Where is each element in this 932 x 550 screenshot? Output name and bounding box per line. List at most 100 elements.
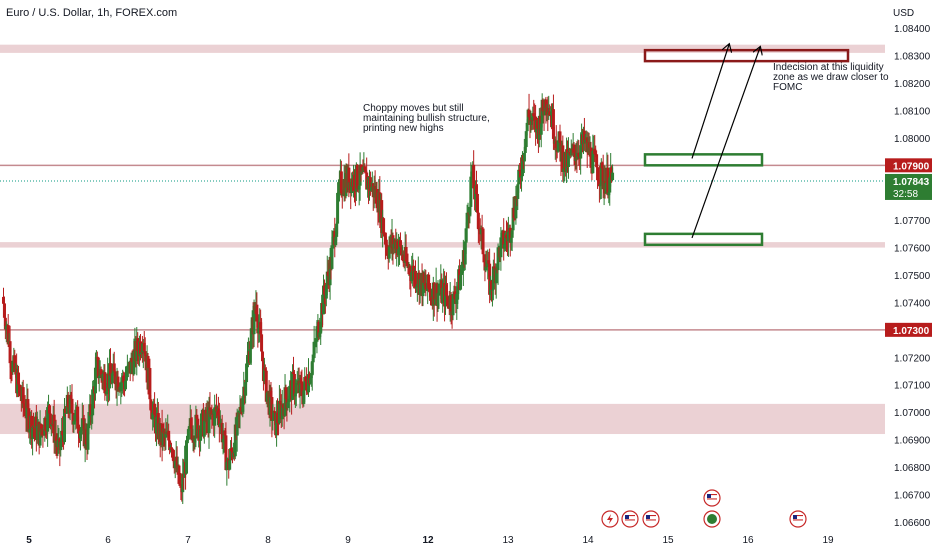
candle [527, 93, 531, 120]
flag-stripe [707, 496, 717, 498]
candle [18, 385, 22, 398]
price-tick-1.08300: 1.08300 [894, 52, 931, 63]
candle [277, 385, 281, 425]
candle-body [427, 274, 431, 289]
candle [125, 354, 129, 381]
candle-body [357, 185, 361, 190]
candle [484, 250, 488, 273]
candle [213, 394, 217, 438]
candle-body [175, 456, 179, 473]
candle-body [573, 152, 577, 162]
candle-body [291, 371, 295, 374]
target-box[interactable] [643, 48, 850, 63]
candle-body [162, 431, 166, 434]
us-flag-icon-ring [642, 510, 660, 528]
candle [72, 414, 76, 434]
support-box-1[interactable] [643, 153, 764, 167]
candle-body [479, 228, 483, 235]
candle [153, 392, 157, 416]
time-tick-7: 7 [185, 535, 191, 546]
candle [77, 416, 81, 448]
globe-icon[interactable] [703, 510, 721, 528]
candle [63, 397, 66, 445]
candle-body [293, 393, 297, 397]
us-flag-icon[interactable] [703, 489, 721, 507]
zones-layer [0, 44, 885, 435]
candle-body [558, 131, 562, 143]
flag-canton [625, 515, 629, 519]
candle-body [255, 304, 259, 322]
candle-body [195, 414, 199, 419]
left-note-line-1: Choppy moves but still [363, 103, 464, 114]
candle-body [90, 415, 94, 417]
candle [63, 406, 67, 417]
candle-body [252, 305, 256, 335]
candle-body [186, 429, 190, 440]
candle-body [259, 322, 263, 335]
candle [574, 143, 578, 170]
candle-body [322, 285, 326, 315]
us-flag-icon[interactable] [642, 510, 660, 528]
candle-body [72, 421, 76, 425]
candle-body [113, 371, 117, 385]
us-flag-icon[interactable] [789, 510, 807, 528]
candle-body [312, 341, 316, 355]
candle-body [207, 407, 211, 433]
candle-body [406, 262, 410, 269]
candle [492, 252, 496, 270]
candle [406, 253, 410, 275]
candle-body [142, 342, 146, 352]
price-tick-1.07200: 1.07200 [894, 353, 931, 364]
candle [17, 365, 21, 398]
candle-body [103, 372, 107, 394]
candle-body [359, 164, 363, 174]
candle-body [89, 404, 93, 416]
candle-body [132, 351, 136, 375]
candle-body [364, 170, 368, 173]
candle-body [71, 412, 75, 425]
candle [531, 106, 535, 130]
candle-body [21, 387, 25, 404]
candle-body [86, 423, 90, 450]
candle-body [140, 352, 144, 354]
candle [477, 227, 481, 245]
candle [465, 204, 469, 243]
candle-body [194, 414, 198, 439]
candle-body [309, 375, 313, 379]
price-tick-1.07000: 1.07000 [894, 408, 931, 419]
candle-body [11, 361, 15, 373]
candle [358, 152, 362, 201]
candle-body [487, 260, 491, 264]
candle-body [101, 373, 105, 381]
price-tick-1.07600: 1.07600 [894, 244, 931, 255]
candle [593, 134, 597, 163]
candle-body [572, 144, 576, 153]
support-box-2[interactable] [643, 232, 764, 247]
candle-body [196, 418, 200, 438]
candle [500, 230, 504, 245]
price-tick-1.06700: 1.06700 [894, 490, 931, 501]
us-flag-icon[interactable] [621, 510, 639, 528]
candle-body [63, 408, 66, 443]
price-tick-1.08200: 1.08200 [894, 79, 931, 90]
candle-body [310, 362, 314, 376]
candle-body [399, 246, 403, 256]
candle [335, 221, 339, 242]
flash-icon[interactable] [601, 510, 619, 528]
candle [66, 391, 70, 419]
candle-body [421, 273, 425, 297]
candle-body [248, 349, 252, 363]
candle [49, 423, 53, 437]
candle [129, 352, 133, 375]
candle-body [276, 422, 280, 424]
candle [514, 185, 518, 225]
candle [136, 332, 140, 365]
candle [375, 181, 379, 209]
candle [491, 259, 495, 301]
candle-body [108, 363, 112, 389]
candle-body [74, 409, 78, 421]
candle [368, 171, 372, 196]
candle-body [68, 394, 72, 414]
